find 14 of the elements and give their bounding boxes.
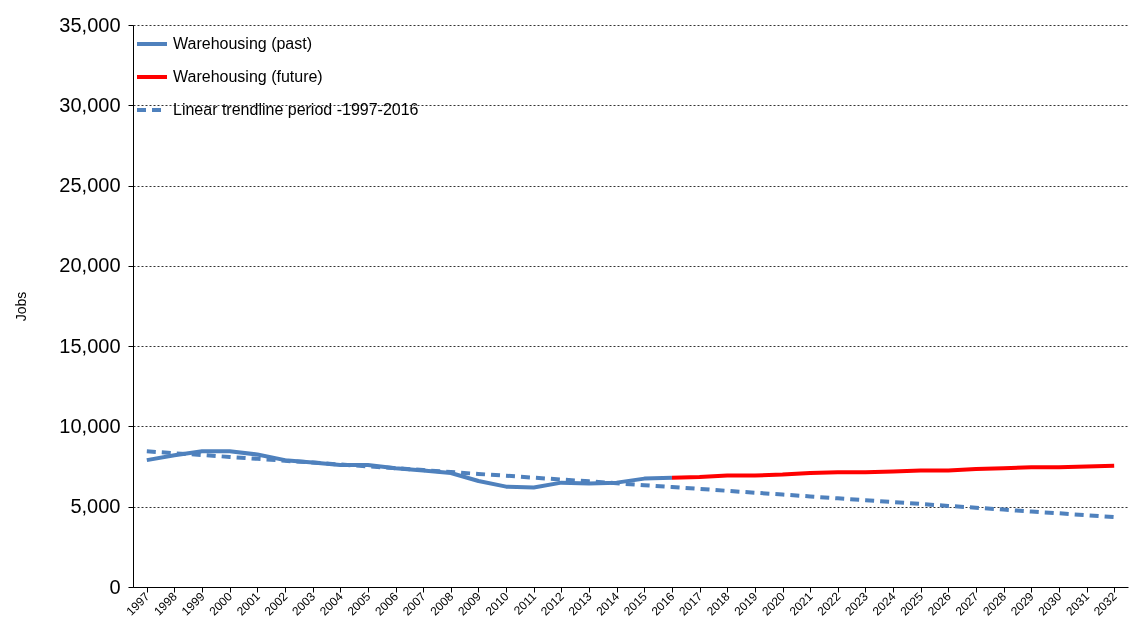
- y-tick-label: 35,000: [59, 13, 121, 36]
- y-axis-title: Jobs: [13, 291, 30, 322]
- legend-label: Warehousing (past): [173, 35, 313, 52]
- y-tick-label: 30,000: [59, 93, 121, 116]
- line-series: [669, 463, 1117, 480]
- y-tick-label: 0: [109, 575, 121, 598]
- y-tick-label: 15,000: [59, 334, 121, 357]
- y-tick-label: 25,000: [59, 174, 121, 197]
- legend-label: Warehousing (future): [173, 68, 323, 85]
- legend-label: Linear trendline period -1997-2016: [173, 101, 419, 118]
- y-tick-label: 20,000: [59, 254, 121, 277]
- line-series: [144, 449, 1117, 520]
- y-tick-label: 10,000: [59, 414, 121, 437]
- y-tick-label: 5,000: [70, 495, 121, 518]
